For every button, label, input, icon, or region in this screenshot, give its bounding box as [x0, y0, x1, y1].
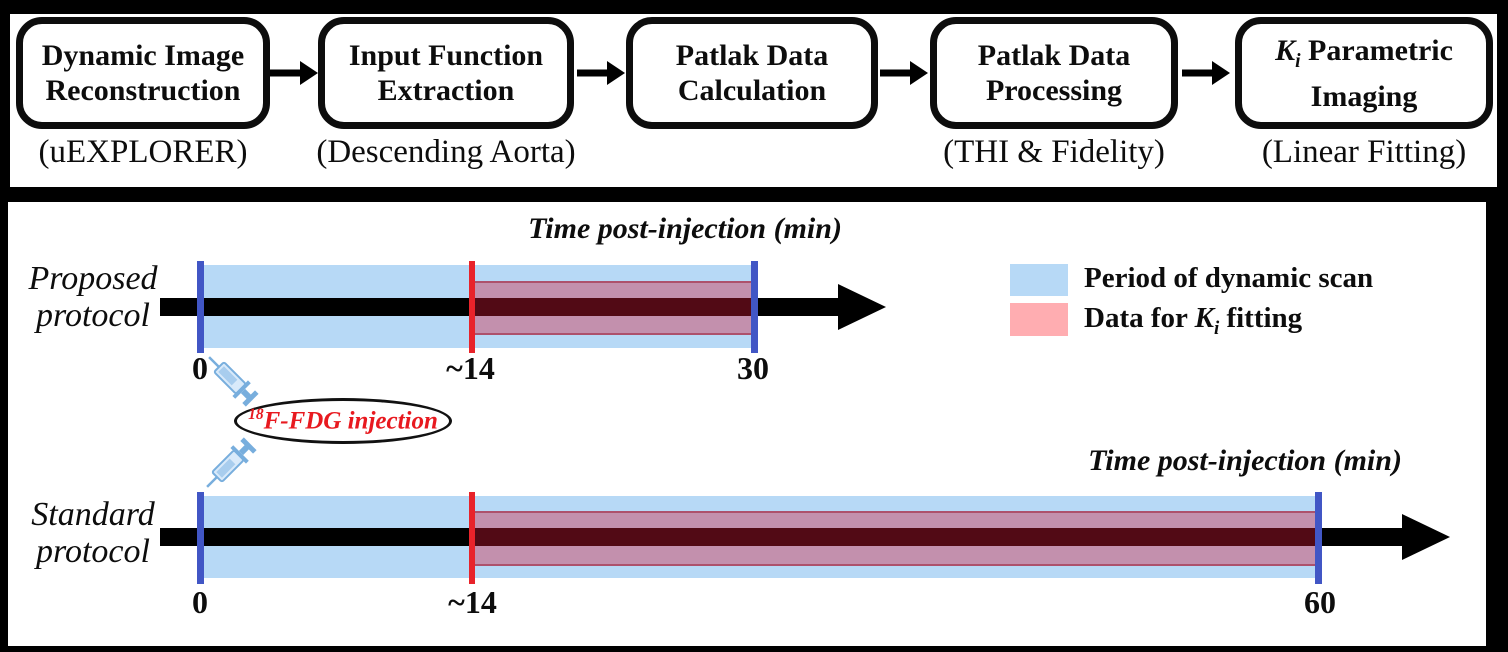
protocol-panel: Time post-injection (min) Proposed proto…: [8, 202, 1486, 646]
flow-step-subtitle: (Linear Fitting): [1261, 134, 1467, 170]
ki-symbol: K: [1275, 33, 1296, 67]
proposed-tick-label-14: ~14: [446, 350, 495, 386]
right-arrow-icon: [1182, 61, 1230, 85]
standard-tick-label-0: 0: [192, 584, 208, 620]
proposed-tick-start: [197, 261, 204, 353]
flow-step-title-line: Reconstruction: [45, 74, 241, 107]
legend-swatch-dynamic-scan: [1010, 264, 1068, 296]
standard-ki-fitting-band: [470, 511, 1320, 566]
right-arrow-icon: [880, 61, 928, 85]
proposed-tick-label-0: 0: [192, 350, 208, 386]
flow-step-title-line: Dynamic Image: [41, 39, 245, 72]
proposed-axis-title: Time post-injection (min): [528, 212, 842, 245]
standard-protocol-label: Standard protocol: [31, 496, 155, 570]
flow-step-patlak-data-processing: Patlak Data Processing: [930, 17, 1178, 129]
syringe-icon: [206, 437, 257, 488]
syringe-icon: [208, 356, 259, 407]
flow-step-title-line: Input Function: [348, 39, 544, 72]
flow-step-title-line: Calculation: [677, 74, 827, 107]
standard-tick-label-14: ~14: [448, 584, 497, 620]
proposed-protocol-label: Proposed protocol: [28, 260, 158, 334]
flow-step-subtitle: (Descending Aorta): [316, 134, 576, 170]
right-arrow-icon: [270, 61, 318, 85]
proposed-ki-fitting-band: [470, 281, 757, 335]
flow-step-title-line: Imaging: [1310, 79, 1418, 113]
fdg-injection-label: 18F-FDG injection: [248, 406, 438, 435]
flow-step-title-line: Ki Parametric: [1275, 33, 1453, 72]
legend-label-dynamic-scan: Period of dynamic scan: [1084, 262, 1374, 294]
flow-step-ki-parametric-imaging: Ki Parametric Imaging: [1235, 17, 1493, 129]
standard-tick-label-60: 60: [1304, 584, 1336, 620]
ki-symbol: K: [1194, 302, 1214, 334]
flow-step-subtitle: (THI & Fidelity): [943, 134, 1165, 170]
standard-tick-end: [1315, 492, 1322, 584]
flow-step-title-line: Extraction: [377, 74, 515, 107]
proposed-tick-label-30: 30: [737, 350, 769, 386]
ki-subscript: i: [1213, 317, 1220, 339]
proposed-time-axis: [160, 298, 842, 316]
flow-step-subtitle: (uEXPLORER): [38, 134, 248, 170]
flow-step-patlak-data-calculation: Patlak Data Calculation: [626, 17, 878, 129]
standard-arrowhead-icon: [1402, 514, 1450, 560]
legend-swatch-ki-fitting: [1010, 303, 1068, 336]
legend-label-ki-fitting: Data for Ki fitting: [1084, 302, 1303, 339]
flow-step-title-line: Patlak Data: [675, 39, 829, 72]
proposed-tick-uptake: [469, 261, 475, 353]
proposed-tick-end: [751, 261, 758, 353]
fdg-injection-callout: 18F-FDG injection: [234, 398, 452, 444]
standard-tick-uptake: [469, 492, 475, 584]
pipeline-panel: Dynamic Image Reconstruction (uEXPLORER)…: [10, 14, 1497, 187]
proposed-arrowhead-icon: [838, 284, 886, 330]
flow-step-title-line: Patlak Data: [977, 39, 1131, 72]
standard-axis-title: Time post-injection (min): [1088, 444, 1402, 477]
flow-step-input-function-extraction: Input Function Extraction: [318, 17, 574, 129]
ki-subscript: i: [1295, 50, 1301, 72]
flow-step-title-line: Processing: [985, 74, 1123, 107]
flow-step-dynamic-image-reconstruction: Dynamic Image Reconstruction: [16, 17, 270, 129]
right-arrow-icon: [577, 61, 625, 85]
standard-tick-start: [197, 492, 204, 584]
